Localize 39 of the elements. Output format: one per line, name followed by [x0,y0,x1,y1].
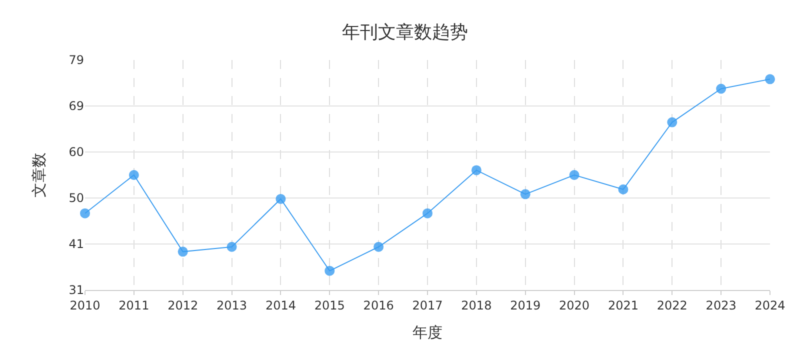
point [374,242,384,252]
point [667,117,678,128]
y-axis-title: 文章数 [30,152,48,198]
point [80,208,90,218]
y-tick-label: 60 [68,145,84,160]
x-tick-label: 2021 [608,298,638,312]
x-tick-label: 2022 [656,298,688,312]
x-tick-label: 2018 [461,298,492,312]
y-tick-label: 50 [68,191,84,206]
point [569,170,580,180]
x-tick-label: 2012 [168,298,198,312]
point [178,246,188,257]
point [618,184,628,194]
point [128,170,139,180]
x-tick-label: 2019 [510,298,541,312]
y-tick-label: 31 [68,283,84,298]
x-tick-label: 2010 [70,298,100,312]
x-tick-label: 2011 [118,298,150,312]
y-tick-label: 79 [68,53,84,68]
point [765,74,775,84]
x-tick-label: 2015 [314,298,345,312]
x-tick-label: 2017 [412,298,443,312]
point [422,208,432,218]
x-tick-label: 2024 [754,298,786,312]
chart-title: 年刊文章数趋势 [342,22,468,43]
point [520,189,530,200]
x-tick-label: 2020 [559,298,590,312]
x-tick-label: 2016 [363,298,394,312]
point [324,266,335,276]
x-tick-label: 2013 [216,298,248,312]
x-tick-label: 2014 [265,298,296,312]
y-tick-label: 69 [68,99,84,114]
point [226,242,237,252]
y-tick-label: 41 [68,237,84,252]
point [471,165,482,176]
point [716,84,726,94]
x-tick-label: 2023 [706,298,736,312]
x-axis-title: 年度 [412,323,442,342]
point [276,194,286,204]
